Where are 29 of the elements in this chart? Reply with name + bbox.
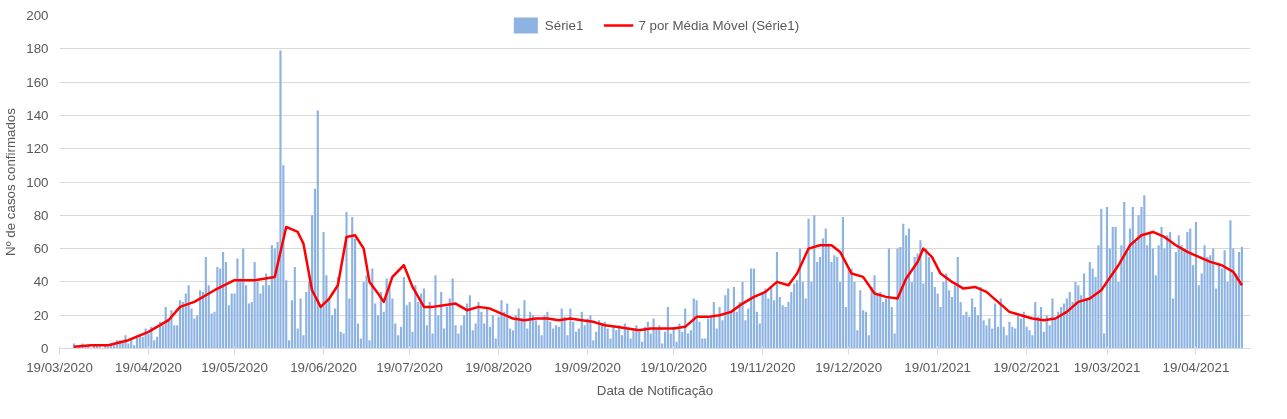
- y-tick-label: 40: [33, 274, 49, 290]
- y-tick-label: 160: [26, 74, 49, 90]
- x-axis-title: Data de Notificação: [596, 382, 714, 398]
- y-tick-label: 80: [33, 207, 49, 223]
- y-tick-label: 100: [26, 174, 49, 190]
- y-tick-label: 180: [26, 41, 49, 57]
- x-tick-label: 19/09/2020: [554, 359, 621, 375]
- x-tick-label: 19/05/2020: [201, 359, 268, 375]
- x-tick-label: 19/12/2020: [815, 359, 883, 375]
- x-tick-label: 19/03/2021: [1073, 359, 1141, 375]
- x-tick-label: 19/07/2020: [376, 359, 443, 375]
- x-tick-label: 19/04/2020: [115, 359, 182, 375]
- legend-label: Série1: [544, 17, 584, 33]
- y-tick-label: 0: [41, 341, 49, 356]
- x-tick-label: 19/06/2020: [290, 359, 357, 375]
- y-tick-label: 20: [33, 307, 49, 323]
- y-tick-label: 200: [26, 8, 49, 23]
- x-tick-label: 19/08/2020: [465, 359, 532, 375]
- y-tick-label: 60: [33, 241, 49, 257]
- x-tick-label: 19/11/2020: [729, 359, 796, 375]
- y-axis-title: Nº de casos confirmados: [3, 107, 19, 256]
- x-tick-label: 19/02/2021: [993, 359, 1061, 375]
- x-tick-label: 19/10/2020: [640, 359, 708, 375]
- x-tick-label: 19/04/2021: [1162, 359, 1230, 375]
- legend-label: 7 por Média Móvel (Série1): [638, 17, 800, 33]
- x-tick-label: 19/01/2021: [904, 359, 972, 375]
- y-tick-label: 140: [26, 107, 49, 123]
- y-tick-label: 120: [26, 141, 49, 157]
- x-tick-label: 19/03/2020: [26, 359, 93, 375]
